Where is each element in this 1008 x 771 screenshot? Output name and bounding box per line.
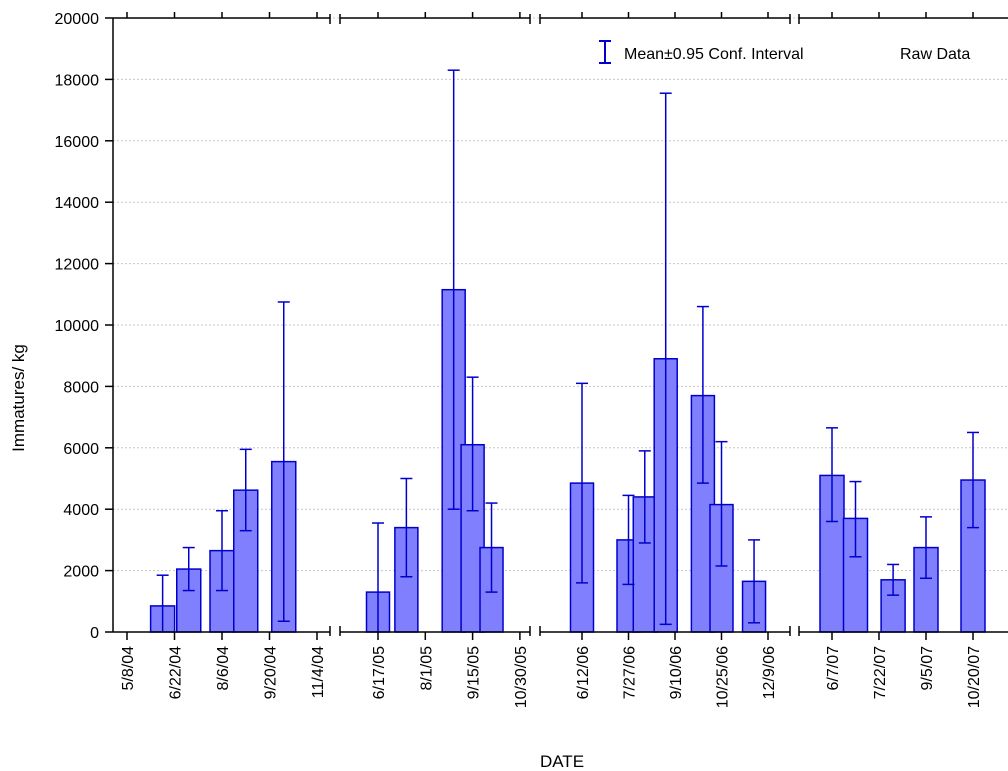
x-tick-label: 10/30/05 [513,646,530,708]
y-axis-title: Immatures/ kg [9,344,28,452]
x-tick-label: 5/8/04 [120,646,137,691]
x-tick-label: 10/25/06 [715,646,732,708]
x-tick-label: 6/12/06 [575,646,592,699]
x-tick-label: 9/20/04 [263,646,280,699]
x-axis-title: DATE [540,752,584,771]
y-tick-label: 10000 [55,318,100,335]
x-tick-label: 9/15/05 [466,646,483,699]
y-tick-label: 18000 [55,72,100,89]
legend-entry-raw: Raw Data [900,46,970,63]
x-tick-label: 9/10/06 [668,646,685,699]
x-tick-label: 6/22/04 [168,646,185,699]
y-tick-label: 8000 [63,379,99,396]
y-tick-label: 6000 [63,441,99,458]
y-tick-label: 4000 [63,502,99,519]
x-tick-label: 10/20/07 [966,646,983,708]
x-tick-labels: 5/8/04 6/22/04 8/6/04 9/20/04 11/4/04 6/17/05… [120,646,983,708]
legend-entry-ci: Mean±0.95 Conf. Interval [624,46,804,63]
y-tick-labels: 0 2000 4000 6000 8000 10000 12000 14000 16000 180… [55,11,100,642]
y-tick-label: 14000 [55,195,100,212]
legend: Mean±0.95 Conf. Interval Raw Data [599,40,970,64]
x-tick-label: 6/7/07 [825,646,842,691]
y-tick-label: 2000 [63,564,99,581]
x-tick-label: 7/27/06 [622,646,639,699]
x-tick-label: 7/22/07 [872,646,889,699]
grid-lines [113,17,1008,572]
error-bars [156,69,979,632]
y-tick-label: 0 [90,625,99,642]
axes [105,12,1008,640]
y-tick-label: 12000 [55,257,100,274]
y-tick-label: 20000 [55,11,100,28]
x-tick-label: 6/17/05 [371,646,388,699]
legend-error-bar-icon [599,40,611,64]
x-tick-label: 8/1/05 [418,646,435,691]
bars [149,288,986,633]
x-tick-label: 12/9/06 [761,646,778,699]
x-tick-label: 9/5/07 [919,646,936,691]
y-tick-label: 16000 [55,134,100,151]
x-tick-label: 8/6/04 [215,646,232,691]
x-tick-label: 11/4/04 [310,646,327,698]
